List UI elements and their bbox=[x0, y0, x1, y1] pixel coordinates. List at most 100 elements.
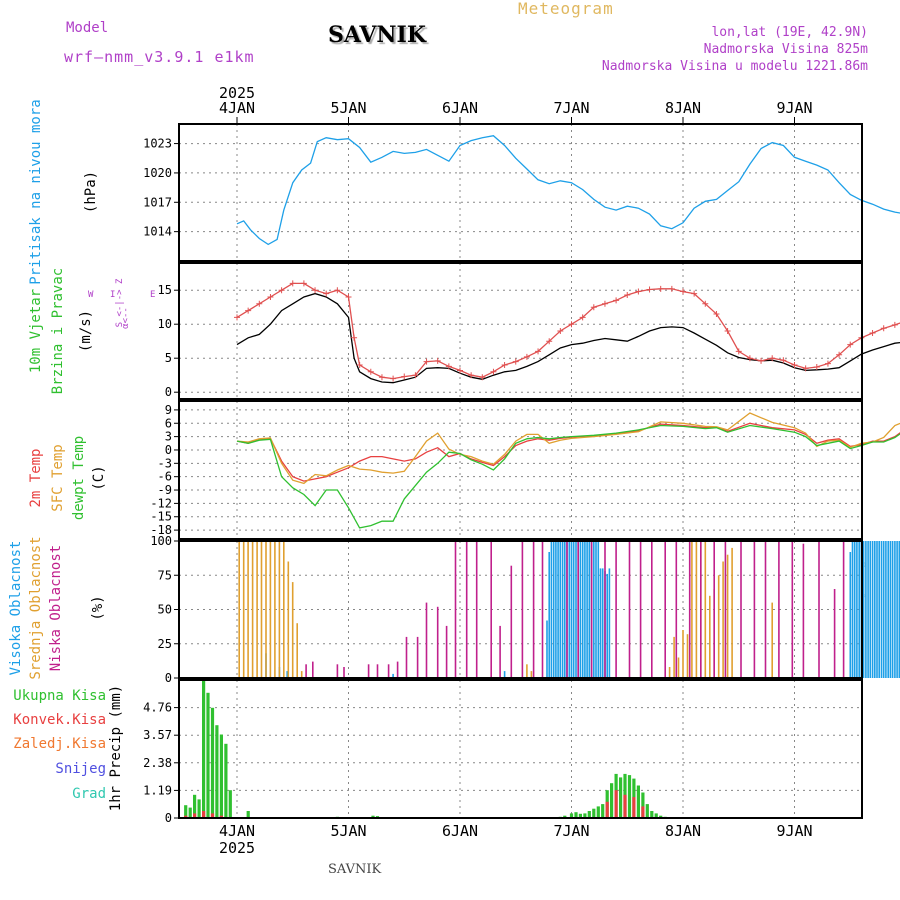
panel-2-gust-marker bbox=[724, 328, 731, 334]
panel-1-bg bbox=[179, 124, 862, 261]
panel-5-bar-ukupna-kisa bbox=[654, 813, 658, 818]
panel-4-bar-niska-oblacnost bbox=[405, 636, 408, 678]
panel-2-gust-marker bbox=[691, 290, 698, 297]
panel-4-bar-srednja-oblacnost bbox=[695, 541, 698, 678]
panel-4-bar-niska-oblacnost bbox=[445, 625, 448, 678]
high-cloud-axis-title: Visoka Oblacnost bbox=[8, 541, 24, 676]
panel-2-gust-marker bbox=[657, 285, 664, 292]
top-date-label: 4JAN bbox=[219, 99, 255, 117]
panel-2-gust-marker bbox=[624, 291, 631, 298]
panel-4-bar-niska-oblacnost bbox=[416, 636, 419, 678]
panel-4-bar-srednja-oblacnost bbox=[269, 541, 272, 678]
panel-4-bar-niska-oblacnost bbox=[577, 541, 579, 678]
panel-4-bar-visoka-oblacnost bbox=[572, 541, 575, 678]
panel-4-ytick-label: 0 bbox=[165, 671, 172, 685]
panel-2-gust-marker bbox=[891, 321, 898, 328]
panel-4-bar-srednja-oblacnost bbox=[256, 541, 258, 678]
panel-3-series-2m-temp bbox=[236, 422, 900, 482]
panel-4-bar-visoka-oblacnost bbox=[869, 541, 872, 678]
panel-4-bar-srednja-oblacnost bbox=[526, 664, 528, 678]
panel-5-bar-konvek-kisa bbox=[202, 811, 206, 818]
panel-4-bar-niska-oblacnost bbox=[532, 541, 535, 678]
panel-4-bar-srednja-oblacnost bbox=[251, 541, 254, 678]
low-cloud-axis-title: Niska Oblacnost bbox=[48, 545, 64, 671]
panel-4-bar-visoka-oblacnost bbox=[546, 620, 548, 678]
panel-2-gust-marker bbox=[546, 338, 553, 345]
panel-4-bar-visoka-oblacnost bbox=[579, 541, 582, 678]
panel-2-gust-marker bbox=[401, 373, 408, 380]
top-date-label: 8JAN bbox=[665, 99, 701, 117]
panel-4-bar-niska-oblacnost bbox=[367, 664, 370, 678]
panel-4-bar-visoka-oblacnost bbox=[851, 541, 854, 678]
precip-legend-3: Zaledj.Kisa bbox=[13, 736, 106, 752]
pressure-axis-unit: (hPa) bbox=[83, 171, 99, 213]
panel-4-bar-visoka-oblacnost bbox=[871, 541, 874, 678]
panel-1-ytick-label: 1017 bbox=[143, 195, 172, 209]
panel-4-bar-srednja-oblacnost bbox=[722, 561, 724, 678]
panel-2-gust-marker bbox=[791, 362, 798, 368]
panel-4-bar-visoka-oblacnost bbox=[885, 541, 887, 678]
panel-4-bar-srednja-oblacnost bbox=[278, 541, 281, 678]
bottom-date-label: 6JAN bbox=[442, 822, 478, 840]
dewpt-axis-title: dewpt Temp bbox=[71, 436, 87, 520]
panel-4-bar-srednja-oblacnost bbox=[291, 582, 294, 678]
panel-2-gust-marker bbox=[445, 363, 452, 370]
top-date-label: 9JAN bbox=[776, 99, 812, 117]
panel-4-bar-srednja-oblacnost bbox=[726, 554, 729, 678]
panel-3-ytick-label: 3 bbox=[165, 430, 172, 444]
panel-4-bar-niska-oblacnost bbox=[778, 541, 780, 678]
panel-2-gust-marker bbox=[300, 280, 307, 287]
bottom-date-label: 4JAN bbox=[219, 822, 255, 840]
panel-4-bar-niska-oblacnost bbox=[566, 541, 568, 678]
panel-2-frame bbox=[178, 262, 863, 400]
panel-4-bar-visoka-oblacnost bbox=[595, 541, 597, 678]
mid-cloud-axis-title: Srednja Oblacnost bbox=[28, 536, 44, 679]
panel-4-bar-visoka-oblacnost bbox=[849, 552, 852, 678]
panel-2-gust-marker bbox=[278, 287, 285, 294]
panel-4-bar-srednja-oblacnost bbox=[682, 630, 684, 678]
panel-2-gust-marker bbox=[457, 367, 463, 374]
panel-4-bar-visoka-oblacnost bbox=[588, 541, 591, 678]
panel-4-bar-srednja-oblacnost bbox=[296, 623, 298, 678]
panel-4-bar-visoka-oblacnost bbox=[878, 541, 880, 678]
panel-2-gust-marker bbox=[523, 353, 530, 360]
panel-2-gust-marker bbox=[535, 348, 542, 355]
panel-3-ytick-label: -15 bbox=[150, 510, 172, 524]
panel-3-ytick-label: -9 bbox=[158, 483, 172, 497]
panel-4-bar-visoka-oblacnost bbox=[552, 541, 555, 678]
panel-4-bar-visoka-oblacnost bbox=[865, 541, 867, 678]
wind-axis-unit: (m/s) bbox=[78, 310, 94, 352]
panel-3-ytick-label: -3 bbox=[158, 456, 172, 470]
panel-2-gust-marker bbox=[256, 300, 263, 307]
panel-2-gust-marker bbox=[668, 285, 675, 292]
model-elevation-label: Nadmorska Visina u modelu 1221.86m bbox=[601, 59, 868, 74]
wind-axis-subtitle: Brzina i Pravac bbox=[50, 268, 66, 394]
bottom-date-label: 9JAN bbox=[776, 822, 812, 840]
wind-axis-title: 10m Vjetar bbox=[28, 289, 44, 373]
panel-2-gust-marker bbox=[635, 288, 642, 295]
panel-4-bar-niska-oblacnost bbox=[651, 541, 653, 678]
panel-4-bar-srednja-oblacnost bbox=[530, 671, 533, 678]
panel-5-bg bbox=[179, 680, 862, 818]
bottom-date-label: 8JAN bbox=[665, 822, 701, 840]
panel-5-bar-ukupna-kisa bbox=[578, 813, 582, 818]
panel-4-bar-niska-oblacnost bbox=[764, 541, 767, 678]
panel-2-gust-marker bbox=[758, 357, 765, 364]
panel-2-gust-marker bbox=[880, 325, 887, 332]
panel-5-bar-ukupna-kisa bbox=[627, 775, 632, 818]
panel-4-bar-niska-oblacnost bbox=[628, 541, 631, 678]
compass-label-alpha: α<-- bbox=[121, 307, 131, 329]
panel-4-bar-visoka-oblacnost bbox=[891, 541, 894, 678]
panel-2-gust-marker bbox=[613, 297, 620, 304]
panel-2-gust-marker bbox=[847, 341, 854, 348]
panel-4-bar-niska-oblacnost bbox=[604, 541, 606, 678]
panel-5-bar-ukupna-kisa bbox=[228, 790, 232, 818]
panel-4-bar-niska-oblacnost bbox=[490, 541, 492, 678]
panel-4-bar-visoka-oblacnost bbox=[575, 541, 577, 678]
panel-2-gust-marker bbox=[590, 304, 597, 311]
panel-5-bar-ukupna-kisa bbox=[206, 692, 210, 818]
panel-4-bar-srednja-oblacnost bbox=[274, 541, 276, 678]
panel-2-gust-marker bbox=[245, 307, 252, 314]
panel-2-gust-marker bbox=[680, 288, 686, 295]
temp2m-axis-title: 2m Temp bbox=[28, 448, 44, 507]
